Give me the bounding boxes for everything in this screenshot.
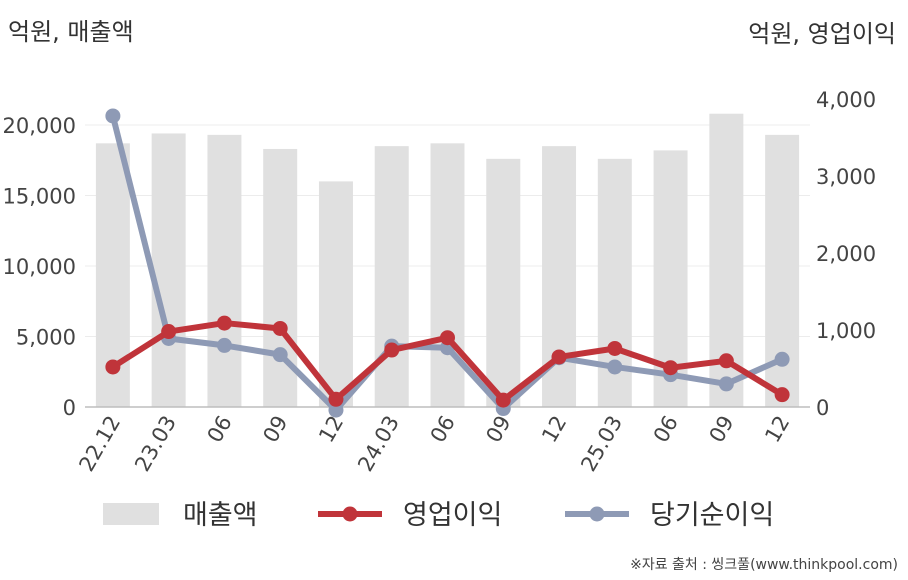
right-axis-ticks: 0 1,000 2,000 3,000 4,000 (816, 88, 876, 420)
point-당기순이익-12 (328, 402, 344, 418)
point-영업이익-24.03 (384, 342, 400, 358)
point-당기순이익-06 (216, 337, 232, 353)
legend-swatch-sales (103, 503, 159, 525)
point-영업이익-06 (440, 330, 455, 346)
left-tick-label: 15,000 (3, 185, 76, 209)
point-영업이익-06 (216, 315, 232, 331)
x-tick-label: 06 (426, 412, 460, 447)
left-tick-label: 5,000 (16, 326, 76, 350)
point-영업이익-12 (774, 387, 790, 403)
left-axis-ticks: 0 5,000 10,000 15,000 20,000 (3, 114, 76, 420)
x-tick-label: 12 (760, 412, 794, 447)
point-영업이익-09 (718, 353, 734, 369)
point-영업이익-12 (328, 391, 344, 407)
point-당기순이익-09 (272, 347, 288, 363)
x-tick-label: 06 (649, 412, 683, 447)
bar-23.03 (151, 133, 186, 407)
source-note: ※자료 출처 : 씽크풀(www.thinkpool.com) (630, 557, 898, 573)
x-tick-label: 23.03 (130, 412, 181, 476)
left-tick-label: 0 (63, 396, 76, 420)
x-tick-label: 24.03 (353, 412, 404, 476)
x-tick-label: 09 (705, 412, 739, 447)
right-tick-label: 3,000 (816, 165, 876, 189)
point-영업이익-12 (551, 349, 567, 365)
bar-12 (318, 181, 353, 407)
point-당기순이익-25.03 (607, 359, 623, 375)
left-axis-unit: 억원, 매출액 (8, 18, 134, 46)
right-tick-label: 1,000 (816, 319, 876, 343)
legend-label-sales: 매출액 (183, 500, 258, 531)
point-당기순이익-12 (774, 351, 790, 367)
point-영업이익-09 (495, 392, 511, 408)
bar-09 (486, 158, 521, 407)
x-tick-label: 12 (537, 412, 571, 447)
x-tick-label: 25.03 (576, 412, 627, 476)
point-당기순이익-22.12 (105, 108, 121, 124)
bar-06 (207, 134, 242, 407)
right-tick-label: 2,000 (816, 242, 876, 266)
x-tick-label: 09 (258, 412, 292, 447)
left-tick-label: 20,000 (3, 114, 76, 138)
right-tick-label: 4,000 (816, 88, 876, 112)
line-series (105, 108, 790, 418)
point-영업이익-06 (663, 360, 679, 376)
bar-24.03 (374, 146, 409, 407)
legend-label-op: 영업이익 (403, 500, 502, 531)
left-tick-label: 10,000 (3, 255, 76, 279)
point-당기순이익-09 (718, 376, 734, 392)
x-tick-label: 06 (203, 412, 237, 447)
point-영업이익-23.03 (161, 324, 177, 340)
point-영업이익-09 (272, 320, 288, 336)
right-tick-label: 0 (816, 396, 829, 420)
x-tick-label: 12 (314, 412, 348, 447)
x-tick-label: 22.12 (74, 412, 125, 476)
point-영업이익-25.03 (607, 340, 623, 356)
right-axis-unit: 억원, 영업이익 (748, 20, 896, 48)
bar-06 (430, 143, 465, 407)
x-axis-ticks: 22.12 23.03 06 09 12 24.03 06 09 12 25.03 06 09 12 (74, 412, 794, 476)
legend-label-net: 당기순이익 (650, 500, 774, 531)
x-tick-label: 09 (481, 412, 515, 447)
point-영업이익-22.12 (105, 359, 121, 375)
legend-marker-net (589, 506, 605, 522)
legend: 매출액 영업이익 당기순이익 (103, 500, 774, 531)
legend-marker-op (342, 506, 358, 522)
